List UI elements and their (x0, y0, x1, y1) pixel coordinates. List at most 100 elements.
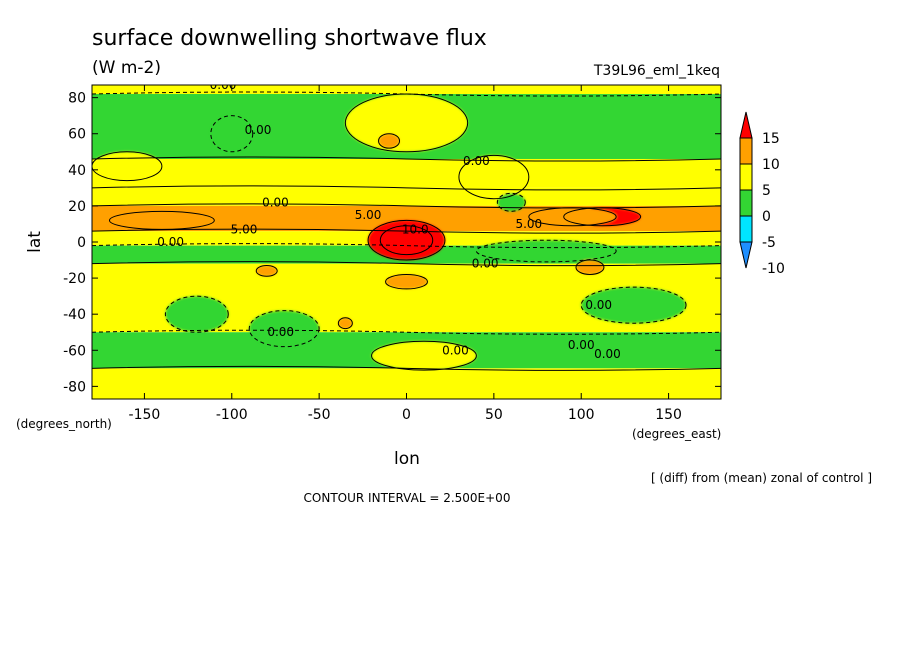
field-feature (210, 115, 253, 152)
contour-line (92, 91, 721, 97)
contour-label: 5.00 (355, 208, 382, 222)
x-tick-label: 50 (485, 407, 503, 423)
contour-line (92, 261, 721, 267)
contour-line (164, 295, 229, 333)
contour-label: 5.00 (515, 217, 542, 231)
y-unit-label: (degrees_north) (16, 417, 112, 431)
contour-line (528, 207, 617, 227)
colorbar-label: 10 (762, 157, 780, 173)
contour-line (371, 340, 477, 371)
colorbar-label: 0 (762, 209, 771, 225)
field-feature (385, 274, 428, 289)
contour-label: 0.00 (463, 154, 490, 168)
chart-units: (W m-2) (92, 58, 161, 78)
field-feature (371, 341, 477, 371)
field-feature (256, 265, 278, 277)
contour-line (378, 133, 401, 149)
colorbar-box (739, 163, 753, 191)
contour-line (379, 225, 434, 256)
contour-line (92, 185, 721, 191)
experiment-label: T39L96_eml_1keq (593, 63, 720, 79)
contour-label: 0.00 (442, 343, 469, 357)
contour-label: 0.00 (245, 123, 272, 137)
x-axis-label: lon (394, 449, 420, 469)
y-tick-label: -20 (63, 271, 86, 287)
field-feature (476, 240, 617, 262)
y-axis-ticks: 80 60 40 20 0 -20 -40 -60 -80 (63, 91, 721, 395)
colorbar-arrow-bottom (739, 241, 753, 269)
y-tick-label: 20 (68, 199, 86, 215)
field-feature (380, 225, 433, 255)
y-tick-label: -60 (63, 343, 86, 359)
contour-label: 10.0 (402, 222, 429, 236)
field-feature (249, 310, 320, 347)
contour-line (92, 203, 721, 209)
contour-label: 0.00 (594, 347, 621, 361)
contour-line (575, 259, 605, 275)
contour-labels: 0.000.000.000.005.005.005.000.0010.00.00… (157, 78, 621, 361)
colorbar-box (739, 137, 753, 165)
contour-line (385, 273, 428, 290)
x-tick-label: -150 (129, 407, 161, 423)
contour-line (255, 264, 278, 277)
field-feature (575, 260, 604, 275)
x-tick-label: 0 (402, 407, 411, 423)
contour-label: 0.00 (267, 325, 294, 339)
field-band (92, 187, 721, 206)
y-tick-label: 80 (68, 91, 86, 107)
contour-lines (92, 91, 721, 371)
colorbar: 15 10 5 0 -5 -10 (739, 111, 785, 277)
plot-area: 0.000.000.000.005.005.005.000.0010.00.00… (92, 78, 721, 399)
contour-line (92, 329, 721, 335)
x-tick-label: 100 (568, 407, 595, 423)
x-axis-ticks: -150 -100 -50 0 50 100 150 (129, 85, 682, 423)
contour-line (92, 243, 721, 249)
field-feature (458, 155, 529, 199)
colorbar-arrow-top (739, 111, 753, 139)
colorbar-label: -10 (762, 261, 785, 277)
contour-label: 0.00 (157, 235, 184, 249)
contour-label: 0.00 (262, 195, 289, 209)
field-band (92, 158, 721, 188)
field-feature (109, 211, 215, 230)
y-tick-label: 0 (77, 235, 86, 251)
contour-label: 0.00 (568, 338, 595, 352)
field-feature (165, 296, 229, 333)
colorbar-label: -5 (762, 235, 776, 251)
contour-label: 5.00 (231, 222, 258, 236)
y-tick-label: 60 (68, 127, 86, 143)
diff-note: [ (diff) from (mean) zonal of control ] (651, 471, 872, 485)
contour-line (108, 210, 215, 230)
contour-line (92, 156, 721, 162)
field-feature (528, 207, 617, 226)
x-tick-label: -100 (216, 407, 248, 423)
contour-line (344, 93, 469, 153)
contour-interval: CONTOUR INTERVAL = 2.500E+00 (304, 491, 511, 505)
contour-label: 0.00 (210, 78, 237, 92)
contour-label: 0.00 (585, 298, 612, 312)
y-axis-label: lat (25, 231, 45, 253)
contour-label: 0.00 (472, 257, 499, 271)
contour-line (367, 219, 446, 261)
colorbar-box (739, 215, 753, 243)
contour-line (475, 239, 617, 263)
y-tick-label: 40 (68, 163, 86, 179)
colorbar-box (739, 189, 753, 217)
x-unit-label: (degrees_east) (632, 427, 721, 441)
contour-line (563, 207, 642, 227)
contour-line (337, 317, 353, 330)
contour-line (580, 286, 687, 324)
colorbar-label: 5 (762, 183, 771, 199)
y-tick-label: -40 (63, 307, 86, 323)
contour-line (92, 365, 721, 371)
contour-line (92, 228, 721, 234)
contour-line (496, 192, 526, 212)
field-feature (581, 287, 687, 324)
x-tick-label: 150 (655, 407, 682, 423)
contour-line (248, 310, 320, 348)
contour-line (458, 154, 530, 200)
contour-line (92, 151, 163, 182)
colorbar-label: 15 (762, 131, 780, 147)
contour-line (210, 115, 254, 153)
field-feature (338, 317, 353, 329)
